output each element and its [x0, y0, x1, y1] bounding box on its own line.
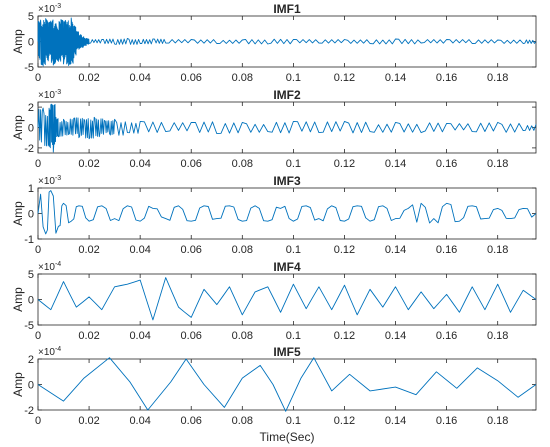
y-axis-label-1: Amp [11, 29, 25, 54]
x-tick-label-1-0: 0 [35, 72, 41, 84]
x-tick-label-1-6: 0.12 [334, 72, 355, 84]
panel-title-5: IMF5 [273, 345, 301, 359]
x-tick-label-1-3: 0.06 [181, 72, 202, 84]
y-multiplier-5: ×10-4 [38, 346, 61, 358]
x-tick-label-1-8: 0.16 [436, 72, 457, 84]
x-tick-label-2-0: 0 [35, 158, 41, 170]
x-tick-label-4-8: 0.16 [436, 330, 457, 342]
axes-box-4 [37, 273, 537, 326]
series-line-imf4 [37, 277, 537, 321]
x-tick-label-4-4: 0.08 [232, 330, 253, 342]
y-tick-label-3-2: 1 [28, 183, 34, 195]
x-tick-label-2-2: 0.04 [129, 158, 150, 170]
x-tick-label-3-4: 0.08 [232, 244, 253, 256]
y-tick-label-5-0: -2 [24, 405, 34, 417]
y-tick-label-1-2: 5 [28, 11, 34, 23]
series-line-imf3 [37, 190, 537, 235]
x-tick-label-1-5: 0.1 [286, 72, 301, 84]
x-tick-label-5-2: 0.04 [129, 415, 150, 427]
x-tick-label-1-7: 0.14 [385, 72, 406, 84]
x-tick-label-4-2: 0.04 [129, 330, 150, 342]
x-tick-label-3-2: 0.04 [129, 244, 150, 256]
y-tick-label-4-0: -5 [24, 320, 34, 332]
x-tick-label-4-5: 0.1 [286, 330, 301, 342]
x-tick-label-4-6: 0.12 [334, 330, 355, 342]
y-tick-label-2-1: 0 [28, 123, 34, 135]
y-axis-label-5: Amp [11, 372, 25, 397]
x-tick-label-3-8: 0.16 [436, 244, 457, 256]
x-tick-label-2-6: 0.12 [334, 158, 355, 170]
y-multiplier-1: ×10-3 [38, 3, 61, 15]
y-multiplier-4: ×10-4 [38, 261, 61, 273]
x-tick-label-3-1: 0.02 [78, 244, 99, 256]
y-tick-label-4-1: 0 [28, 295, 34, 307]
x-tick-label-2-9: 0.18 [487, 158, 508, 170]
y-tick-label-3-0: -1 [24, 234, 34, 246]
x-tick-label-3-0: 0 [35, 244, 41, 256]
panel-title-4: IMF4 [273, 260, 301, 274]
x-tick-label-3-7: 0.14 [385, 244, 406, 256]
y-tick-label-3-1: 0 [28, 209, 34, 221]
x-tick-label-4-1: 0.02 [78, 330, 99, 342]
x-tick-label-5-1: 0.02 [78, 415, 99, 427]
series-line-imf5 [37, 357, 537, 412]
x-tick-label-2-7: 0.14 [385, 158, 406, 170]
x-tick-label-1-4: 0.08 [232, 72, 253, 84]
x-tick-label-4-9: 0.18 [487, 330, 508, 342]
x-tick-label-4-3: 0.06 [181, 330, 202, 342]
y-tick-label-5-2: 2 [28, 354, 34, 366]
y-axis-label-4: Amp [11, 287, 25, 312]
series-line-imf2 [37, 103, 537, 153]
x-tick-label-5-6: 0.12 [334, 415, 355, 427]
axes-box-1 [37, 15, 537, 68]
x-tick-label-1-2: 0.04 [129, 72, 150, 84]
y-multiplier-2: ×10-3 [38, 89, 61, 101]
y-tick-label-2-2: 2 [28, 102, 34, 114]
y-tick-label-5-1: 0 [28, 380, 34, 392]
x-tick-label-2-4: 0.08 [232, 158, 253, 170]
x-tick-label-4-0: 0 [35, 330, 41, 342]
x-tick-label-5-3: 0.06 [181, 415, 202, 427]
x-tick-label-3-6: 0.12 [334, 244, 355, 256]
panel-title-2: IMF2 [273, 88, 301, 102]
y-tick-label-2-0: -2 [24, 143, 34, 155]
x-tick-label-4-7: 0.14 [385, 330, 406, 342]
x-tick-label-5-5: 0.1 [286, 415, 301, 427]
x-tick-label-5-8: 0.16 [436, 415, 457, 427]
x-tick-label-5-7: 0.14 [385, 415, 406, 427]
x-tick-label-1-9: 0.18 [487, 72, 508, 84]
x-tick-label-5-9: 0.18 [487, 415, 508, 427]
series-line-imf1 [37, 17, 537, 67]
x-tick-label-5-0: 0 [35, 415, 41, 427]
x-tick-label-2-5: 0.1 [286, 158, 301, 170]
panel-title-1: IMF1 [273, 2, 301, 16]
x-tick-label-1-1: 0.02 [78, 72, 99, 84]
y-tick-label-1-0: -5 [24, 62, 34, 74]
y-axis-label-2: Amp [11, 115, 25, 140]
axes-box-5 [37, 358, 537, 411]
y-axis-label-3: Amp [11, 201, 25, 226]
y-tick-label-4-2: 5 [28, 269, 34, 281]
x-tick-label-3-3: 0.06 [181, 244, 202, 256]
x-tick-label-2-8: 0.16 [436, 158, 457, 170]
panel-title-3: IMF3 [273, 174, 301, 188]
y-tick-label-1-1: 0 [28, 37, 34, 49]
x-tick-label-3-9: 0.18 [487, 244, 508, 256]
x-tick-label-2-1: 0.02 [78, 158, 99, 170]
x-axis-label: Time(Sec) [260, 430, 315, 444]
x-tick-label-2-3: 0.06 [181, 158, 202, 170]
x-tick-label-5-4: 0.08 [232, 415, 253, 427]
y-multiplier-3: ×10-3 [38, 175, 61, 187]
x-tick-label-3-5: 0.1 [286, 244, 301, 256]
